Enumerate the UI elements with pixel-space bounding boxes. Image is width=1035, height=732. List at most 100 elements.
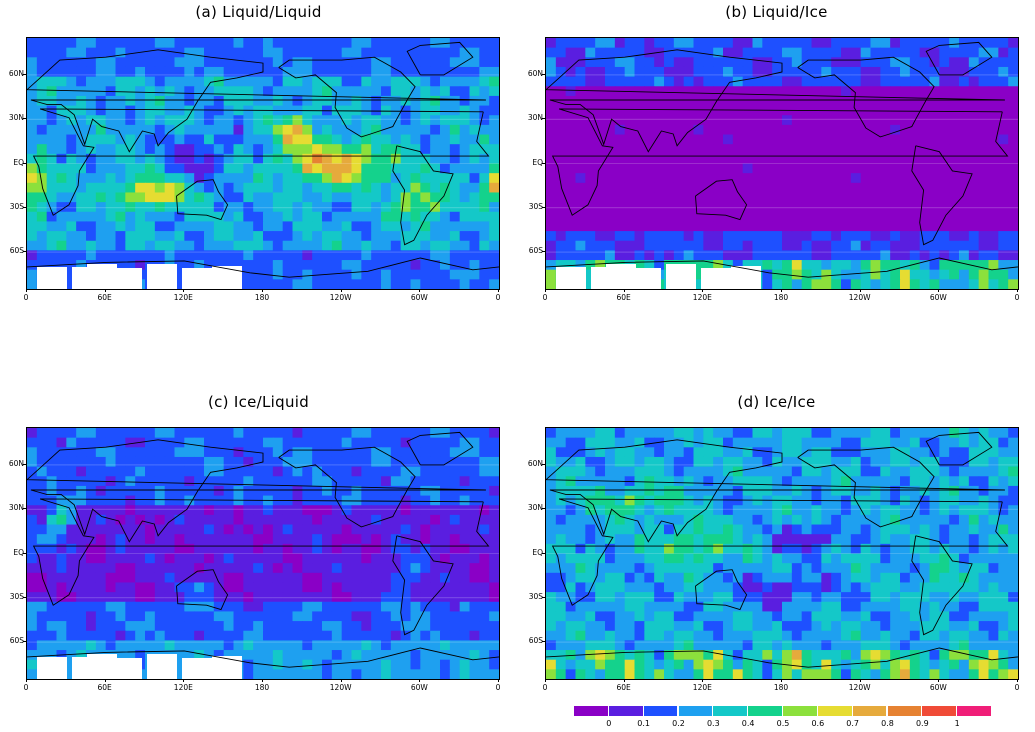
contour-cell	[959, 250, 970, 261]
contour-cell	[115, 250, 126, 261]
contour-cell	[664, 95, 675, 107]
contour-cell	[890, 524, 901, 535]
contour-cell	[998, 134, 1009, 145]
contour-cell	[253, 240, 264, 251]
contour-cell	[253, 202, 264, 213]
contour-cell	[732, 466, 744, 477]
contour-cell	[821, 447, 832, 458]
contour-cell	[449, 601, 461, 613]
contour-cell	[272, 231, 284, 242]
contour-cell	[86, 192, 97, 203]
contour-cell	[243, 572, 254, 584]
contour-cell	[723, 115, 734, 126]
contour-cell	[351, 269, 362, 280]
contour-cell	[351, 669, 362, 679]
contour-cell	[939, 240, 950, 251]
contour-cell	[449, 269, 461, 280]
contour-cell	[341, 456, 353, 468]
contour-cell	[644, 543, 655, 555]
contour-cell	[164, 437, 176, 448]
contour-cell	[86, 495, 97, 506]
contour-cell	[959, 466, 970, 477]
contour-cell	[145, 505, 156, 516]
contour-cell	[968, 572, 980, 584]
contour-cell	[184, 144, 195, 155]
contour-cell	[302, 38, 313, 49]
contour-cell	[605, 163, 616, 174]
contour-cell	[56, 534, 67, 545]
contour-cell	[575, 192, 586, 203]
contour-cell	[56, 47, 67, 58]
contour-cell	[978, 582, 990, 593]
contour-cell	[145, 211, 156, 223]
contour-cell	[546, 428, 557, 439]
contour-cell	[723, 553, 734, 564]
contour-cell	[154, 144, 166, 155]
contour-cell	[654, 437, 665, 448]
contour-cell	[850, 572, 862, 584]
contour-cell	[390, 650, 402, 661]
contour-cell	[184, 640, 195, 651]
contour-cell	[978, 134, 990, 145]
contour-cell	[683, 505, 695, 516]
contour-cell	[929, 524, 940, 535]
contour-cell	[381, 543, 392, 555]
contour-cell	[440, 192, 451, 203]
contour-cell	[595, 202, 606, 213]
contour-cell	[713, 76, 724, 87]
contour-cell	[27, 124, 38, 136]
contour-cell	[194, 495, 205, 506]
contour-cell	[469, 466, 480, 477]
contour-cell	[742, 437, 754, 448]
contour-cell	[959, 495, 970, 506]
contour-cell	[164, 485, 176, 497]
contour-cell	[66, 437, 77, 448]
contour-cell	[565, 543, 577, 555]
contour-cell	[900, 485, 911, 497]
contour-cell	[263, 260, 274, 271]
contour-cell	[361, 38, 372, 49]
contour-cell	[253, 611, 264, 622]
contour-cell	[135, 182, 146, 194]
contour-cell	[145, 57, 156, 68]
contour-cell	[575, 428, 586, 439]
contour-cell	[459, 134, 471, 145]
contour-cell	[420, 76, 431, 87]
tick-mark	[340, 289, 342, 292]
contour-cell	[605, 57, 616, 68]
contour-cell	[233, 466, 244, 477]
contour-cell	[36, 105, 48, 116]
contour-cell	[555, 621, 567, 632]
contour-cell	[469, 582, 480, 593]
contour-cell	[821, 563, 832, 574]
contour-cell	[929, 153, 940, 165]
contour-cell	[105, 456, 117, 468]
contour-cell	[595, 428, 606, 439]
contour-cell	[174, 211, 185, 223]
contour-cell	[703, 202, 714, 213]
contour-cell	[811, 202, 822, 213]
contour-cell	[371, 269, 382, 280]
contour-cell	[673, 240, 685, 251]
contour-cell	[361, 95, 372, 107]
contour-cell	[204, 563, 215, 574]
contour-cell	[223, 428, 235, 439]
contour-cell	[371, 543, 382, 555]
contour-cell	[322, 192, 333, 203]
contour-cell	[341, 250, 353, 261]
contour-cell	[595, 211, 606, 223]
contour-cell	[595, 182, 606, 194]
contour-cell	[302, 592, 313, 603]
contour-cell	[243, 47, 254, 58]
contour-cell	[115, 563, 126, 574]
contour-cell	[703, 221, 714, 232]
lon-tick-label: 0	[495, 293, 501, 302]
contour-cell	[929, 66, 940, 78]
contour-cell	[390, 611, 402, 622]
contour-cell	[900, 240, 911, 251]
contour-cell	[145, 240, 156, 251]
contour-cell	[331, 601, 343, 613]
contour-cell	[243, 260, 254, 271]
contour-cell	[164, 144, 176, 155]
contour-cell	[801, 543, 813, 555]
